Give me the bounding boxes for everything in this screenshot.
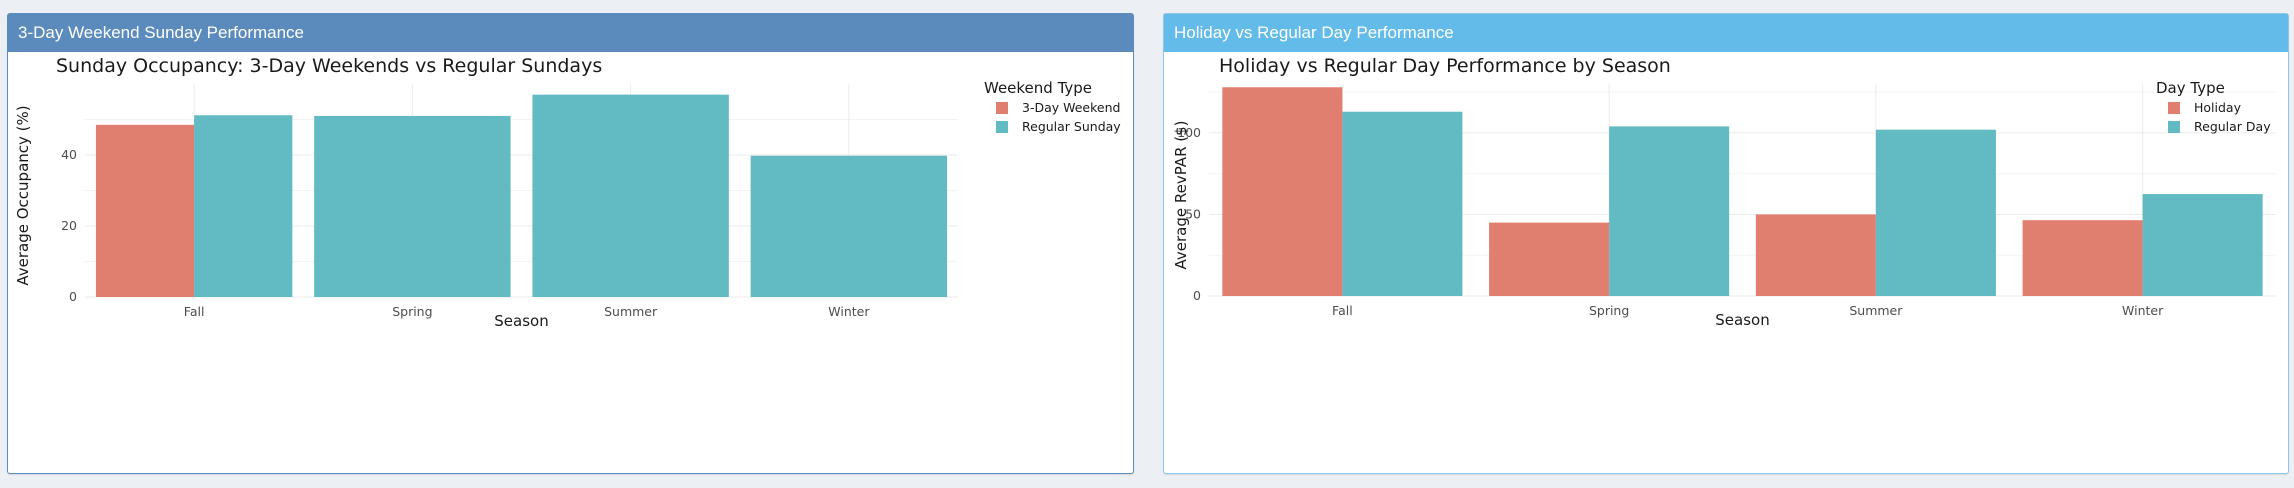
y-tick-label: 0: [69, 289, 77, 304]
x-tick-label: Summer: [604, 304, 658, 319]
legend-swatch: [2168, 121, 2180, 133]
legend-label: 3-Day Weekend: [1022, 100, 1120, 115]
bar-holiday-winter: [2022, 220, 2143, 296]
x-tick-label: Summer: [1849, 303, 1903, 318]
legend-swatch: [996, 121, 1008, 133]
bar-regular-day-winter: [2142, 194, 2263, 296]
y-tick-label: 40: [61, 147, 77, 162]
legend-swatch: [996, 102, 1008, 114]
bar-regular-sunday-summer: [532, 94, 729, 298]
bar-regular-sunday-spring: [314, 115, 511, 297]
bar-regular-day-spring: [1609, 126, 1730, 297]
legend-title: Day Type: [2156, 79, 2225, 97]
legend-label: Regular Sunday: [1022, 119, 1121, 134]
legend-title: Weekend Type: [984, 79, 1092, 97]
bar-regular-day-summer: [1875, 129, 1996, 296]
y-axis-title: Average Occupancy (%): [14, 105, 32, 285]
bar-regular-sunday-winter: [750, 155, 948, 297]
x-tick-label: Spring: [1589, 303, 1629, 318]
bar-regular-day-fall: [1342, 111, 1463, 296]
panel-holiday-regular: Holiday vs Regular Day Performance Holid…: [1163, 13, 2289, 474]
bar-holiday-spring: [1489, 222, 1610, 296]
x-tick-label: Winter: [2122, 303, 2164, 318]
chart-title: Sunday Occupancy: 3-Day Weekends vs Regu…: [56, 55, 602, 77]
panel-weekend-sunday: 3-Day Weekend Sunday Performance Sunday …: [7, 13, 1134, 474]
chart-holiday-revpar: Holiday vs Regular Day Performance by Se…: [1172, 55, 2276, 329]
x-axis-title: Season: [494, 312, 548, 330]
legend-swatch: [2168, 102, 2180, 114]
y-axis-title: Average RevPAR ($): [1172, 120, 1190, 269]
bar-regular-sunday-fall: [194, 115, 293, 297]
panel-header-weekend-sunday: 3-Day Weekend Sunday Performance: [8, 14, 1133, 52]
legend-label: Holiday: [2194, 100, 2242, 115]
bar-holiday-summer: [1755, 214, 1876, 296]
bar-holiday-fall: [1222, 87, 1343, 296]
panel-header-holiday-regular: Holiday vs Regular Day Performance: [1164, 14, 2288, 52]
x-axis-title: Season: [1715, 311, 1769, 329]
y-tick-label: 0: [1193, 288, 1201, 303]
y-tick-label: 20: [61, 218, 77, 233]
y-tick-label: 50: [1185, 206, 1201, 221]
x-tick-label: Fall: [1332, 303, 1353, 318]
x-tick-label: Fall: [184, 304, 205, 319]
x-tick-label: Winter: [828, 304, 870, 319]
chart-title: Holiday vs Regular Day Performance by Se…: [1219, 55, 1671, 77]
x-tick-label: Spring: [392, 304, 432, 319]
y-tick-label: 100: [1177, 125, 1201, 140]
legend-label: Regular Day: [2194, 119, 2271, 134]
bar-3-day-weekend-fall: [95, 124, 195, 297]
chart-sunday-occupancy: Sunday Occupancy: 3-Day Weekends vs Regu…: [14, 55, 1121, 330]
